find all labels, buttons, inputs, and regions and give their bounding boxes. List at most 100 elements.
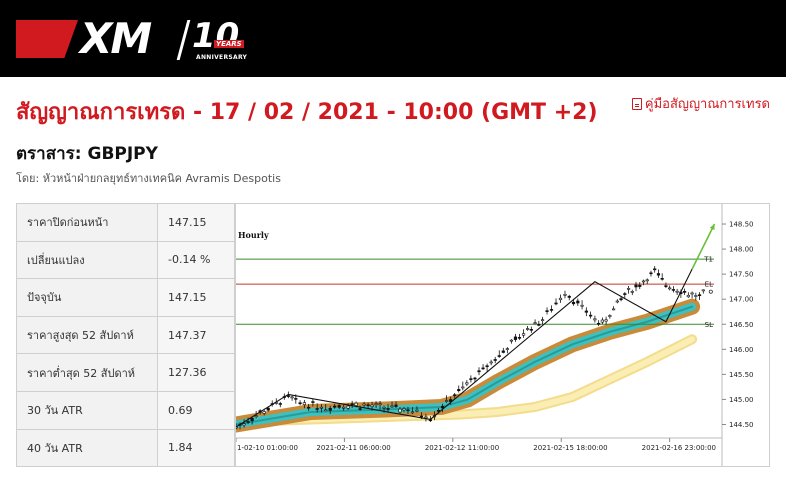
candle-body — [668, 287, 672, 290]
candle-body — [342, 406, 346, 409]
candle-body — [445, 400, 449, 402]
candle-body — [493, 359, 497, 361]
anniversary-years: YEARS — [214, 40, 244, 48]
signal-guide-label: คู่มือสัญญาณการเทรด — [644, 97, 770, 112]
candle-body — [489, 361, 493, 364]
candle-body — [236, 426, 238, 429]
candle-body — [266, 407, 270, 411]
x-tick-label: 2021-02-12 11:00:00 — [425, 444, 499, 452]
candle-body — [645, 279, 649, 282]
stat-value: 127.36 — [157, 353, 235, 392]
candle-body — [370, 404, 374, 407]
candle-body — [440, 405, 445, 409]
candle-body — [350, 403, 354, 406]
candle-body — [505, 348, 509, 350]
candle-body — [398, 408, 402, 413]
stat-label: ปัจจุบัน — [16, 278, 158, 317]
candle-body — [242, 423, 246, 426]
candle-body — [554, 302, 558, 305]
site-header: XM 10 YEARS ANNIVERSARY — [0, 0, 786, 77]
forecast-arrow-head — [709, 224, 715, 231]
fast-band-core — [236, 305, 694, 426]
page-title: สัญญาณการเทรด - 17 / 02 / 2021 - 10:00 (… — [16, 100, 598, 125]
candle-body — [311, 401, 315, 403]
candle-body — [378, 403, 382, 405]
candle-body — [597, 322, 601, 325]
candle-body — [254, 415, 258, 417]
stats-row: ปัจจุบัน 147.15 — [16, 278, 235, 317]
candle-body — [525, 328, 530, 330]
candle-body — [415, 409, 419, 412]
x-tick-label: 2021-02-16 23:00:00 — [642, 444, 716, 452]
candle-body — [366, 404, 370, 407]
candle-body — [549, 309, 554, 311]
candle-body — [394, 404, 398, 407]
timeframe-label: Hourly — [238, 230, 269, 240]
y-tick-label: 147.00 — [729, 296, 754, 304]
candle-body — [634, 284, 638, 288]
signal-guide-link[interactable]: คู่มือสัญญาณการเทรด — [631, 93, 770, 114]
candle-body — [298, 402, 302, 405]
candle-body — [346, 405, 350, 409]
stats-row: เปลี่ยนแปลง -0.14 % — [16, 240, 235, 280]
candle-body — [675, 290, 679, 293]
candle-body — [315, 408, 319, 410]
bull-logo-icon — [16, 20, 78, 58]
candle-body — [324, 409, 328, 412]
candle-body — [697, 294, 702, 296]
candle-body — [485, 365, 489, 368]
level-label-el: EL — [705, 281, 713, 289]
candle-body — [319, 406, 324, 409]
price-chart: Hourly 144.50 145.00 145.50 146.00 146.50 147… — [235, 203, 770, 467]
candle-body — [694, 295, 698, 297]
candle-body — [660, 278, 664, 280]
candle-body — [608, 315, 612, 317]
stats-row: ราคาต่ำสุด 52 สัปดาห์ 127.36 — [16, 353, 235, 392]
stat-value: 147.15 — [157, 278, 235, 317]
level-label-t1: T1 — [703, 256, 713, 264]
y-tick-label: 146.00 — [729, 346, 754, 354]
stat-value: 147.37 — [157, 315, 235, 355]
y-tick-label: 145.00 — [729, 396, 754, 404]
candle-body — [328, 407, 332, 411]
candle-body — [406, 409, 410, 412]
candle-body — [630, 291, 634, 293]
pdf-icon — [631, 97, 642, 110]
candle-body — [576, 300, 580, 304]
candle-body — [604, 319, 608, 322]
anniversary-number: 10 — [192, 16, 240, 56]
candle-body — [477, 370, 481, 373]
candle-body — [671, 289, 676, 291]
x-tick-label: 1-02-10 01:00:00 — [237, 444, 298, 452]
candle-body — [626, 288, 631, 290]
stat-value: -0.14 % — [157, 240, 235, 280]
candle-body — [449, 399, 453, 402]
candle-body — [453, 394, 457, 396]
candle-body — [481, 367, 485, 370]
candle-body — [615, 300, 619, 303]
y-tick-label: 147.50 — [729, 271, 754, 279]
candle-body — [683, 290, 687, 293]
logo-separator — [176, 20, 191, 60]
stat-label: ราคาต่ำสุด 52 สัปดาห์ — [16, 353, 158, 392]
y-tick-label: 148.00 — [729, 246, 754, 254]
candle-body — [250, 417, 254, 422]
stat-label: 40 วัน ATR — [16, 428, 158, 468]
candle-body — [521, 333, 526, 336]
candle-body — [600, 319, 604, 323]
candle-body — [465, 382, 469, 385]
candle-body — [653, 268, 657, 271]
stats-table: ราคาปิดก่อนหน้า 147.15 เปลี่ยนแปลง -0.14 %… — [16, 203, 235, 468]
candle-body — [473, 377, 477, 380]
level-label-sl: SL — [705, 321, 713, 329]
candle-body — [302, 402, 306, 406]
stat-label: ราคาปิดก่อนหน้า — [16, 203, 158, 242]
logo-wordmark: XM — [80, 14, 152, 63]
stats-row: 40 วัน ATR 1.84 — [16, 428, 235, 468]
candle-body — [424, 416, 428, 419]
candle-body — [533, 322, 537, 324]
forecast-arrow-shaft — [691, 223, 716, 270]
y-tick-label: 144.50 — [729, 421, 754, 429]
candle-body — [664, 285, 668, 287]
stats-row: ราคาปิดก่อนหน้า 147.15 — [16, 203, 235, 242]
